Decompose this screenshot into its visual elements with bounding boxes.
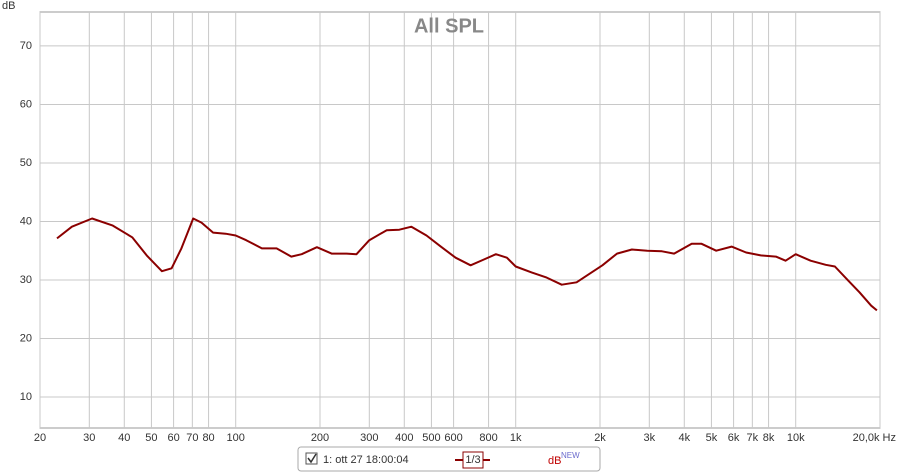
x-tick-label: 5k	[706, 432, 718, 444]
x-tick-label: 200	[311, 432, 329, 444]
x-tick-label: 300	[360, 432, 378, 444]
y-tick-label: 70	[20, 40, 32, 52]
legend-badge: NEW	[561, 451, 580, 460]
legend-box	[297, 446, 601, 472]
x-tick-label: 80	[202, 432, 214, 444]
x-tick-label: 7k	[747, 432, 759, 444]
plot-area	[39, 11, 881, 429]
chart-title: All SPL	[414, 15, 484, 37]
legend-checkbox[interactable]	[305, 452, 318, 465]
x-tick-label: 2k	[594, 432, 606, 444]
x-tick-label: 20,0k Hz	[853, 432, 896, 444]
y-tick-label: 30	[20, 274, 32, 286]
x-tick-label: 50	[145, 432, 157, 444]
x-tick-label: 4k	[678, 432, 690, 444]
x-tick-label: 1k	[510, 432, 522, 444]
x-tick-label: 8k	[763, 432, 775, 444]
x-tick-label: 500	[422, 432, 440, 444]
y-tick-label: 10	[20, 391, 32, 403]
x-tick-label: 3k	[643, 432, 655, 444]
x-tick-label: 10k	[787, 432, 805, 444]
x-tick-label: 6k	[728, 432, 740, 444]
x-tick-label: 70	[186, 432, 198, 444]
y-tick-label: 20	[20, 332, 32, 344]
legend-entry: 1: ott 27 18:00:04	[323, 454, 409, 466]
x-tick-label: 20	[34, 432, 46, 444]
y-tick-label: 50	[20, 157, 32, 169]
smoothing-label: 1/3	[465, 454, 480, 466]
y-tick-label: 40	[20, 215, 32, 227]
legend: 1: ott 27 18:00:04 1/3 dB NEW	[297, 446, 601, 472]
x-tick-label: 60	[167, 432, 179, 444]
data-line	[56, 217, 878, 312]
y-axis-label: dB	[2, 0, 15, 12]
x-tick-label: 400	[395, 432, 413, 444]
x-tick-label: 800	[479, 432, 497, 444]
y-tick-label: 60	[20, 98, 32, 110]
x-tick-label: 100	[227, 432, 245, 444]
checkbox-check	[307, 453, 317, 464]
smoothing-box[interactable]	[462, 451, 484, 469]
x-tick-label: 40	[118, 432, 130, 444]
x-tick-label: 600	[444, 432, 462, 444]
legend-unit: dB	[548, 455, 561, 467]
x-tick-label: 30	[83, 432, 95, 444]
